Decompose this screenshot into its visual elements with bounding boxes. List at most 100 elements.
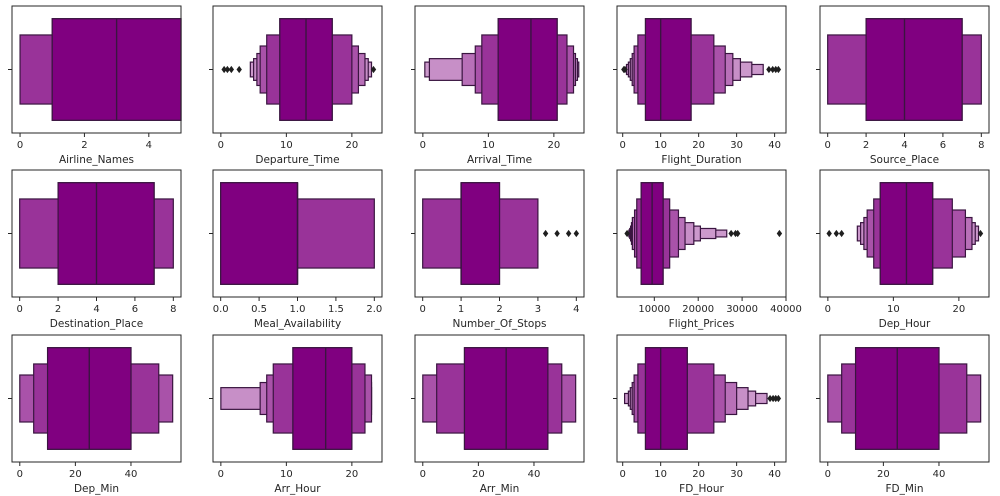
box-level-1 <box>292 347 353 450</box>
x-tick-label: 10 <box>482 140 495 151</box>
x-tick-label: 0.5 <box>251 304 267 315</box>
x-tick-label: 20 <box>692 469 705 480</box>
x-tick-label: 10 <box>280 469 293 480</box>
x-tick-label: 1 <box>458 304 464 315</box>
subplot-flight-prices: 10000 20000 30000 40000 Flight_Prices <box>613 169 802 330</box>
subplot-meal-availability: 0.0 0.5 1.0 1.5 2.0 Meal_Availability <box>209 169 383 330</box>
x-axis-label: Dep_Min <box>74 483 119 495</box>
x-tick-label: 40 <box>768 140 781 151</box>
x-tick-label: 3 <box>535 304 541 315</box>
box-level-1 <box>220 182 299 285</box>
x-tick-label: 10 <box>654 140 667 151</box>
outlier-point <box>728 229 734 238</box>
subplot-arr-hour: 0 10 20 Arr_Hour <box>209 334 383 495</box>
box-level-2 <box>296 198 375 269</box>
box-level-2 <box>19 34 53 105</box>
subplot-airline-names: 0 2 4 Airline_Names <box>8 5 182 166</box>
x-tick-label: 4 <box>93 304 99 315</box>
box-level-1 <box>865 18 963 121</box>
x-tick-label: 0 <box>218 140 224 151</box>
x-axis-label: Airline_Names <box>59 154 134 166</box>
x-tick-label: 6 <box>940 140 946 151</box>
x-tick-label: 2 <box>496 304 502 315</box>
subplot-fd-hour: 0 10 20 30 40 FD_Hour <box>613 334 787 495</box>
subplot-flight-duration: 0 10 20 30 40 Flight_Duration <box>613 5 787 166</box>
x-tick-label: 0 <box>420 140 426 151</box>
x-tick-label: 20 <box>953 304 966 315</box>
box-level-1 <box>460 182 501 285</box>
x-tick-label: 20 <box>69 469 82 480</box>
outlier-point <box>565 229 572 238</box>
x-tick-label: 10 <box>887 304 900 315</box>
outlier-point <box>542 229 549 238</box>
outlier-point <box>573 229 580 238</box>
x-axis-label: FD_Min <box>885 483 923 495</box>
x-tick-label: 0 <box>16 304 22 315</box>
x-tick-label: 0 <box>218 469 224 480</box>
x-tick-label: 0 <box>17 140 23 151</box>
x-tick-label: 40 <box>125 469 138 480</box>
box-level-1 <box>644 347 688 450</box>
x-axis-label: Destination_Place <box>50 318 143 330</box>
x-tick-label: 20 <box>472 469 485 480</box>
x-tick-label: 6 <box>132 304 138 315</box>
x-axis-label: Arr_Min <box>480 483 520 495</box>
x-tick-label: 0 <box>17 469 23 480</box>
subplot-dep-hour: 0 10 20 Dep_Hour <box>816 169 990 330</box>
subplot-destination-place: 0 2 4 6 8 Destination_Place <box>8 169 182 330</box>
x-tick-label: 30 <box>730 140 743 151</box>
subplot-departure-time: 0 10 20 Departure_Time <box>209 5 383 166</box>
outlier-point <box>767 394 773 403</box>
x-tick-label: 2 <box>863 140 869 151</box>
x-tick-label: 8 <box>170 304 176 315</box>
box-level-1 <box>644 18 692 121</box>
outlier-point <box>370 65 377 74</box>
outlier-point <box>838 229 845 238</box>
x-tick-label: 0.0 <box>213 304 229 315</box>
outlier-point <box>826 229 832 238</box>
x-tick-label: 0 <box>825 304 831 315</box>
x-tick-label: 4 <box>146 140 152 151</box>
x-axis-label: Arr_Hour <box>274 483 321 495</box>
x-tick-label: 40 <box>768 469 781 480</box>
x-tick-label: 1.5 <box>328 304 344 315</box>
outlier-point <box>775 65 782 74</box>
x-tick-label: 2 <box>81 140 87 151</box>
x-tick-label: 10 <box>280 140 293 151</box>
x-tick-label: 20 <box>548 140 561 151</box>
outlier-point <box>735 229 741 238</box>
outlier-point <box>977 229 984 238</box>
outlier-point <box>775 394 782 403</box>
x-tick-label: 0 <box>825 469 831 480</box>
x-tick-label: 4 <box>573 304 579 315</box>
x-tick-label: 8 <box>978 140 984 151</box>
outlier-point <box>236 65 242 74</box>
x-tick-label: 2 <box>55 304 61 315</box>
outlier-point <box>624 229 630 238</box>
outlier-point <box>776 229 783 238</box>
x-tick-label: 10 <box>654 469 667 480</box>
outlier-point <box>224 65 231 74</box>
x-tick-label: 10000 <box>638 304 670 315</box>
x-tick-label: 40 <box>933 469 946 480</box>
x-tick-label: 20 <box>692 140 705 151</box>
subplot-number-of-stops: 0 1 2 3 4 Number_Of_Stops <box>411 169 585 330</box>
x-axis-label: Departure_Time <box>255 154 339 166</box>
subplot-source-place: 0 2 4 6 8 Source_Place <box>816 5 990 166</box>
x-tick-label: 30000 <box>726 304 758 315</box>
x-axis-label: Flight_Duration <box>661 154 741 166</box>
outlier-point <box>622 65 628 74</box>
outlier-point <box>766 65 772 74</box>
x-axis-label: Dep_Hour <box>879 318 931 330</box>
x-tick-label: 40 <box>528 469 541 480</box>
x-tick-label: 2.0 <box>366 304 382 315</box>
x-axis-label: Meal_Availability <box>254 318 341 330</box>
x-tick-label: 40000 <box>770 304 802 315</box>
x-tick-label: 20000 <box>682 304 714 315</box>
x-axis-label: Flight_Prices <box>669 318 735 330</box>
x-axis-label: Arrival_Time <box>467 154 532 166</box>
x-tick-label: 20 <box>346 469 359 480</box>
x-tick-label: 20 <box>877 469 890 480</box>
x-tick-label: 0 <box>420 469 426 480</box>
